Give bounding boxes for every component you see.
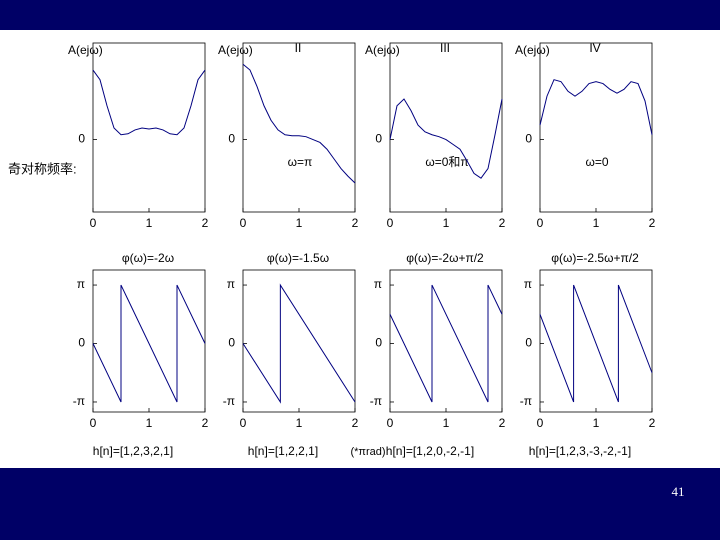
y-tick-label: π <box>77 277 85 291</box>
plot-frame <box>389 42 503 213</box>
y-axis-label: A(ejω) <box>515 43 550 57</box>
x-tick-label: 1 <box>593 416 600 430</box>
x-tick-label: 2 <box>352 216 359 230</box>
x-tick-label: 2 <box>202 416 209 430</box>
y-tick-label: 0 <box>525 132 532 146</box>
curve <box>539 79 653 135</box>
y-tick-label: 0 <box>78 336 85 350</box>
plot-title: φ(ω)=-2ω <box>122 251 174 265</box>
x-tick-label: 1 <box>593 216 600 230</box>
plot-title: φ(ω)=-2ω+π/2 <box>406 251 484 265</box>
plot-frame <box>242 269 356 413</box>
plot-numeral: II <box>295 41 302 55</box>
plot-frame <box>92 42 206 213</box>
y-axis-label: A(ejω) <box>218 43 253 57</box>
x-tick-label: 1 <box>296 216 303 230</box>
plot-frame <box>389 269 503 413</box>
curve <box>242 63 356 184</box>
top-bar <box>0 0 720 30</box>
y-tick-label: -π <box>73 394 85 408</box>
y-tick-label: π <box>524 277 532 291</box>
x-tick-label: 1 <box>443 416 450 430</box>
caption: h[n]=[1,2,3,-3,-2,-1] <box>529 444 631 458</box>
plot-frame <box>539 269 653 413</box>
caption: h[n]=[1,2,2,1] <box>248 444 318 458</box>
annotation: ω=π <box>288 155 313 169</box>
y-axis-label: A(ejω) <box>365 43 400 57</box>
curve <box>389 98 503 179</box>
x-tick-label: 2 <box>499 216 506 230</box>
y-tick-label: -π <box>223 394 235 408</box>
unit-note: (*πrad) <box>350 446 385 458</box>
curve <box>92 284 206 403</box>
caption: h[n]=[1,2,3,2,1] <box>93 444 173 458</box>
x-tick-label: 0 <box>537 416 544 430</box>
x-tick-label: 2 <box>649 216 656 230</box>
plot-title: φ(ω)=-1.5ω <box>267 251 329 265</box>
plot-numeral: III <box>440 41 450 55</box>
curve <box>92 69 206 136</box>
page-number: 41 <box>672 484 685 499</box>
plot-numeral: IV <box>589 41 600 55</box>
y-tick-label: -π <box>370 394 382 408</box>
x-tick-label: 0 <box>387 416 394 430</box>
x-tick-label: 0 <box>537 216 544 230</box>
caption: h[n]=[1,2,0,-2,-1] <box>386 444 474 458</box>
x-tick-label: 1 <box>296 416 303 430</box>
x-tick-label: 2 <box>499 416 506 430</box>
x-tick-label: 0 <box>240 416 247 430</box>
x-tick-label: 2 <box>649 416 656 430</box>
plot-frame <box>539 42 653 213</box>
plot-title: φ(ω)=-2.5ω+π/2 <box>551 251 639 265</box>
y-tick-label: π <box>227 277 235 291</box>
y-tick-label: 0 <box>228 336 235 350</box>
y-tick-label: 0 <box>525 336 532 350</box>
annotation: ω=0和π <box>425 155 468 169</box>
x-tick-label: 1 <box>146 216 153 230</box>
x-tick-label: 0 <box>90 216 97 230</box>
curve <box>242 283 356 404</box>
x-tick-label: 2 <box>352 416 359 430</box>
bottom-bar <box>0 468 720 540</box>
curve <box>539 284 653 403</box>
left-note: 奇对称频率: <box>8 161 77 176</box>
y-tick-label: 0 <box>375 336 382 350</box>
y-tick-label: 0 <box>375 132 382 146</box>
y-tick-label: 0 <box>78 132 85 146</box>
x-tick-label: 2 <box>202 216 209 230</box>
curve <box>389 284 503 403</box>
x-tick-label: 0 <box>387 216 394 230</box>
x-tick-label: 0 <box>240 216 247 230</box>
x-tick-label: 1 <box>146 416 153 430</box>
plot-frame <box>242 42 356 213</box>
annotation: ω=0 <box>585 155 608 169</box>
y-axis-label: A(ejω) <box>68 43 103 57</box>
plot-frame <box>92 269 206 413</box>
y-tick-label: π <box>374 277 382 291</box>
y-tick-label: 0 <box>228 132 235 146</box>
x-tick-label: 0 <box>90 416 97 430</box>
y-tick-label: -π <box>520 394 532 408</box>
x-tick-label: 1 <box>443 216 450 230</box>
